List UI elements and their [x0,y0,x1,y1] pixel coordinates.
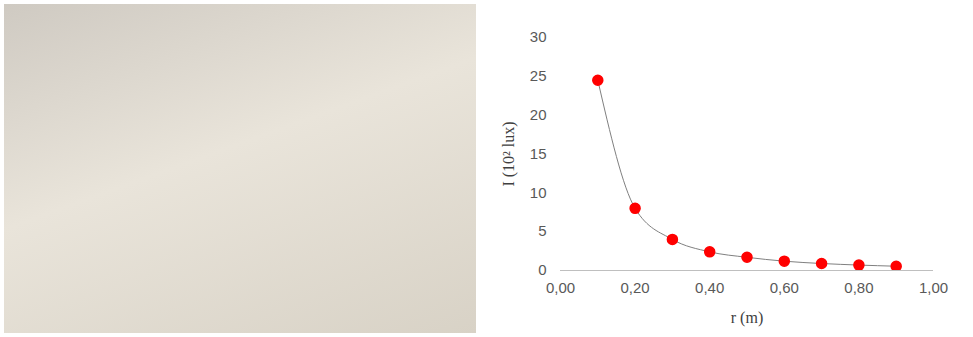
svg-text:r (m): r (m) [731,309,763,327]
svg-text:30: 30 [530,28,547,45]
svg-text:0,60: 0,60 [770,279,799,296]
svg-text:0,20: 0,20 [620,279,649,296]
svg-text:20: 20 [530,106,547,123]
svg-text:I (10² lux): I (10² lux) [500,121,518,186]
svg-text:0,00: 0,00 [546,279,575,296]
svg-text:0,80: 0,80 [844,279,873,296]
svg-text:25: 25 [530,67,547,84]
svg-text:15: 15 [530,145,547,162]
svg-text:0,40: 0,40 [695,279,724,296]
svg-text:10: 10 [530,184,547,201]
svg-text:1,00: 1,00 [919,279,948,296]
svg-text:0: 0 [538,261,546,278]
svg-text:5: 5 [538,222,546,239]
